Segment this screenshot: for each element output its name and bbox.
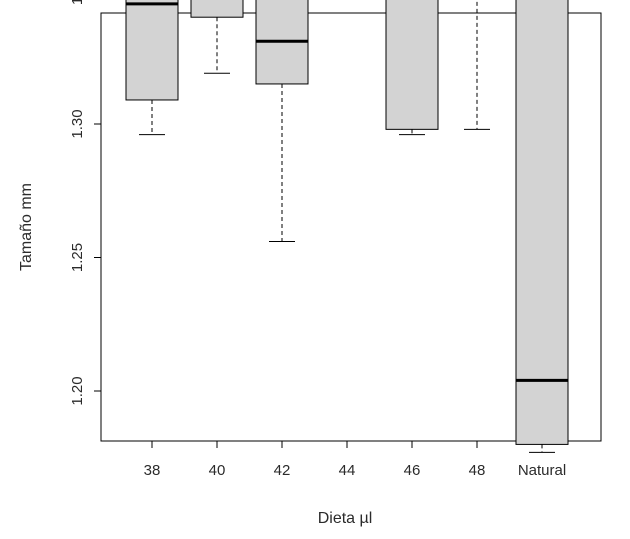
x-axis: 38 40 42 44 46 48 Natural <box>144 441 566 479</box>
y-tick-label: 1.35 <box>69 0 86 5</box>
plot-frame <box>100 12 602 442</box>
x-tick-label: 42 <box>274 462 291 479</box>
x-tick-label: 44 <box>339 462 356 479</box>
box-iqr <box>515 0 569 445</box>
box-40: ab <box>190 0 244 74</box>
box-iqr <box>190 0 244 18</box>
y-tick-label: 1.20 <box>69 376 86 405</box>
boxes: abababbabba <box>125 0 569 453</box>
x-axis-label: Dieta µl <box>318 510 373 527</box>
box-iqr <box>125 0 179 101</box>
box-38: ab <box>125 0 179 136</box>
box-42: ab <box>255 0 309 242</box>
x-tick-label: 46 <box>404 462 421 479</box>
x-tick-label: 48 <box>469 462 486 479</box>
y-axis: 1.201.251.301.351.401.45 <box>69 0 101 406</box>
box-Natural: a <box>515 0 569 453</box>
box-46: ab <box>385 0 439 136</box>
box-iqr <box>385 0 439 130</box>
y-tick-label: 1.25 <box>69 243 86 272</box>
x-tick-label: Natural <box>518 462 566 479</box>
y-axis-label: Tamaño mm <box>18 183 35 271</box>
x-tick-label: 38 <box>144 462 161 479</box>
y-tick-label: 1.30 <box>69 109 86 138</box>
box-48: b <box>464 0 490 130</box>
x-tick-label: 40 <box>209 462 226 479</box>
